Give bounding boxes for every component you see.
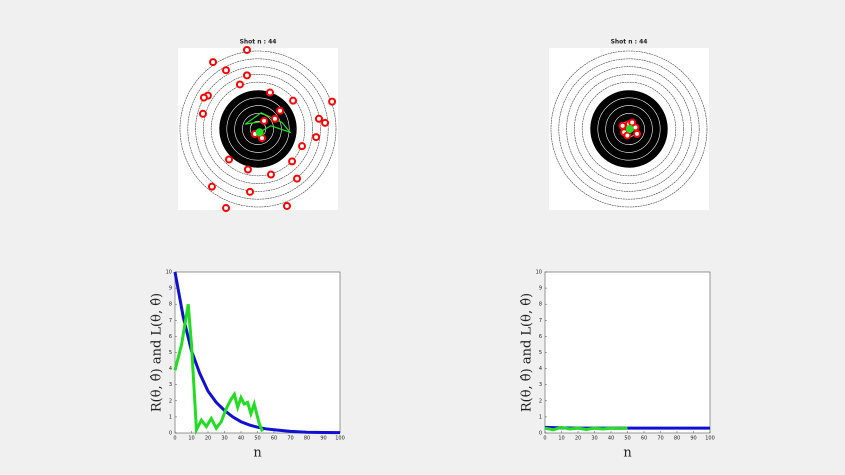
shot xyxy=(628,118,637,127)
x-tick-label: 80 xyxy=(304,436,310,442)
shot xyxy=(209,58,218,67)
chart-title: Shot n : 44 xyxy=(611,39,648,46)
shot xyxy=(225,155,234,164)
x-tick-label: 100 xyxy=(705,436,715,442)
shot xyxy=(321,118,330,127)
x-tick-label: 50 xyxy=(624,436,630,442)
y-axis-label: R(θ, θ̂) and L(θ, θ̂) xyxy=(520,293,535,412)
mean-path xyxy=(244,112,292,134)
data-line xyxy=(173,303,264,436)
y-axis-label: R(θ, θ̂) and L(θ, θ̂) xyxy=(150,293,165,412)
shot xyxy=(293,174,302,183)
shot xyxy=(623,131,632,140)
shot xyxy=(260,116,269,125)
y-tick-label: 7 xyxy=(539,318,542,324)
y-tick-label: 1 xyxy=(169,414,172,420)
shot xyxy=(242,45,251,54)
y-tick-label: 9 xyxy=(539,286,542,292)
y-tick-label: 5 xyxy=(539,350,542,356)
shot xyxy=(298,142,306,151)
x-tick-label: 90 xyxy=(320,436,326,442)
y-tick-label: 10 xyxy=(166,270,172,276)
shot xyxy=(314,114,323,123)
shot xyxy=(235,80,244,89)
x-tick-label: 80 xyxy=(674,436,680,442)
x-tick-label: 10 xyxy=(188,436,194,442)
y-tick-label: 8 xyxy=(539,302,542,308)
chart-title: Shot n : 44 xyxy=(240,39,277,46)
y-tick-label: 2 xyxy=(539,398,542,404)
x-tick-label: 60 xyxy=(641,436,647,442)
x-tick-label: 0 xyxy=(173,436,176,442)
x-tick-label: 20 xyxy=(575,436,581,442)
shot xyxy=(312,133,321,142)
y-tick-label: 10 xyxy=(536,270,542,276)
shot xyxy=(266,170,275,179)
y-tick-label: 5 xyxy=(169,350,172,356)
shot xyxy=(289,96,298,105)
mean-point xyxy=(255,128,264,137)
y-tick-label: 0 xyxy=(169,431,172,437)
plot-area xyxy=(174,271,341,434)
x-tick-label: 10 xyxy=(558,436,564,442)
x-tick-label: 20 xyxy=(205,436,211,442)
data-line xyxy=(544,425,628,432)
y-tick-label: 4 xyxy=(539,366,542,372)
y-tick-label: 7 xyxy=(169,318,172,324)
data-line xyxy=(173,271,341,435)
x-axis-label: n xyxy=(623,446,632,461)
x-tick-label: 30 xyxy=(221,436,227,442)
x-tick-label: 50 xyxy=(254,436,260,442)
x-tick-label: 100 xyxy=(335,436,345,442)
y-tick-label: 3 xyxy=(169,382,172,388)
y-tick-label: 1 xyxy=(539,414,542,420)
shot xyxy=(288,157,297,166)
plot-area xyxy=(544,271,711,434)
shot xyxy=(633,129,641,138)
shot xyxy=(328,97,337,106)
x-tick-label: 30 xyxy=(591,436,597,442)
y-tick-label: 6 xyxy=(169,334,172,340)
y-tick-label: 3 xyxy=(539,382,542,388)
shot xyxy=(198,109,207,118)
y-tick-label: 6 xyxy=(539,334,542,340)
x-tick-label: 70 xyxy=(287,436,293,442)
shot xyxy=(222,66,230,75)
y-tick-label: 2 xyxy=(169,398,172,404)
x-tick-label: 40 xyxy=(238,436,244,442)
y-tick-label: 9 xyxy=(169,286,172,292)
shot xyxy=(618,121,627,130)
y-tick-label: 4 xyxy=(169,366,172,372)
shot xyxy=(266,88,274,97)
x-tick-label: 90 xyxy=(690,436,696,442)
shot xyxy=(199,93,208,102)
y-tick-label: 8 xyxy=(169,302,172,308)
shot xyxy=(276,106,285,115)
shot xyxy=(207,182,216,191)
shot xyxy=(243,165,252,174)
mean-point xyxy=(625,125,634,133)
x-axis-label: n xyxy=(253,446,262,461)
shot xyxy=(246,187,254,196)
x-tick-label: 60 xyxy=(271,436,277,442)
x-tick-label: 40 xyxy=(608,436,614,442)
x-tick-label: 0 xyxy=(543,436,546,442)
y-tick-label: 0 xyxy=(539,431,542,437)
shot xyxy=(270,114,279,123)
x-tick-label: 70 xyxy=(657,436,663,442)
shot xyxy=(222,204,230,213)
shot xyxy=(282,201,291,210)
shot xyxy=(242,71,251,80)
